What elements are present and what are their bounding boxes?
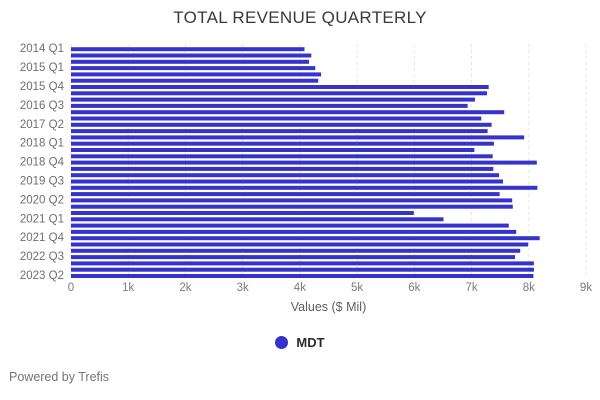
revenue-bar[interactable] [71,242,529,247]
revenue-bar[interactable] [71,59,309,64]
chart-title: TOTAL REVENUE QUARTERLY [173,8,427,27]
revenue-bar[interactable] [71,267,534,272]
y-tick-label: 2019 Q3 [20,176,64,188]
x-tick-label: 6k [408,282,420,294]
revenue-bar[interactable] [71,255,515,260]
y-tick-label: 2015 Q1 [20,62,64,74]
x-tick-label: 0 [68,282,74,294]
revenue-bar[interactable] [71,185,538,190]
revenue-bar[interactable] [71,179,503,184]
revenue-bar[interactable] [71,192,500,197]
revenue-bar[interactable] [71,217,444,222]
revenue-bar[interactable] [71,91,487,96]
revenue-bar[interactable] [71,236,540,241]
revenue-bar[interactable] [71,72,322,77]
y-tick-label: 2017 Q2 [20,119,64,131]
revenue-bar[interactable] [71,229,517,234]
revenue-bar[interactable] [71,223,509,228]
revenue-bar[interactable] [71,97,475,102]
legend-marker-icon [275,336,289,349]
revenue-bar[interactable] [71,85,489,89]
legend[interactable]: MDT [0,335,600,350]
revenue-bar[interactable] [71,248,521,253]
revenue-bar[interactable] [71,211,414,215]
revenue-bar[interactable] [71,66,316,71]
revenue-bar[interactable] [71,148,475,152]
revenue-bar[interactable] [71,154,493,159]
x-tick-label: 4k [294,282,306,294]
legend-series-label: MDT [296,335,325,350]
revenue-bar[interactable] [71,129,488,134]
x-tick-label: 9k [580,282,592,294]
bars-group [71,47,540,278]
revenue-bar[interactable] [71,135,525,140]
y-axis-tick-labels: 2014 Q1 2015 Q1 2015 Q4 2016 Q3 2017 Q2 2018 … [20,43,65,282]
revenue-bar[interactable] [71,204,513,209]
revenue-bar[interactable] [71,103,468,108]
revenue-bar[interactable] [71,274,534,278]
revenue-bar[interactable] [71,166,494,171]
revenue-bar[interactable] [71,173,499,178]
x-axis-title: Values ($ Mil) [291,300,366,314]
y-tick-label: 2016 Q3 [20,100,64,112]
revenue-bar-chart: 0 1k 2k 3k 4k 5k 6k 7k 8k 9k 2014 Q1 2015 Q1 2015 Q4… [20,43,593,314]
y-tick-label: 2021 Q1 [20,213,64,225]
revenue-bar[interactable] [71,261,534,266]
y-tick-label: 2018 Q4 [20,157,65,169]
y-tick-label: 2018 Q1 [20,138,64,150]
y-tick-label: 2021 Q4 [20,232,65,244]
y-tick-label: 2020 Q2 [20,194,64,206]
revenue-bar[interactable] [71,47,305,52]
x-tick-label: 1k [122,282,134,294]
revenue-bar[interactable] [71,160,537,165]
powered-by-credit: Powered by Trefis [9,370,110,384]
x-tick-label: 8k [523,282,535,294]
x-axis-tick-labels: 0 1k 2k 3k 4k 5k 6k 7k 8k 9k [68,282,593,294]
revenue-bar[interactable] [71,53,312,58]
revenue-bar[interactable] [71,116,482,121]
y-tick-label: 2022 Q3 [20,251,64,263]
x-tick-label: 3k [237,282,249,294]
x-tick-label: 5k [351,282,363,294]
revenue-bar[interactable] [71,141,494,146]
y-tick-label: 2014 Q1 [20,43,64,55]
y-tick-label: 2015 Q4 [20,81,65,93]
revenue-bar[interactable] [71,198,513,203]
y-tick-label: 2023 Q2 [20,270,64,282]
x-tick-label: 2k [179,282,191,294]
revenue-bar[interactable] [71,122,492,127]
x-tick-label: 7k [465,282,477,294]
revenue-bar[interactable] [71,78,319,83]
revenue-bar[interactable] [71,110,505,115]
